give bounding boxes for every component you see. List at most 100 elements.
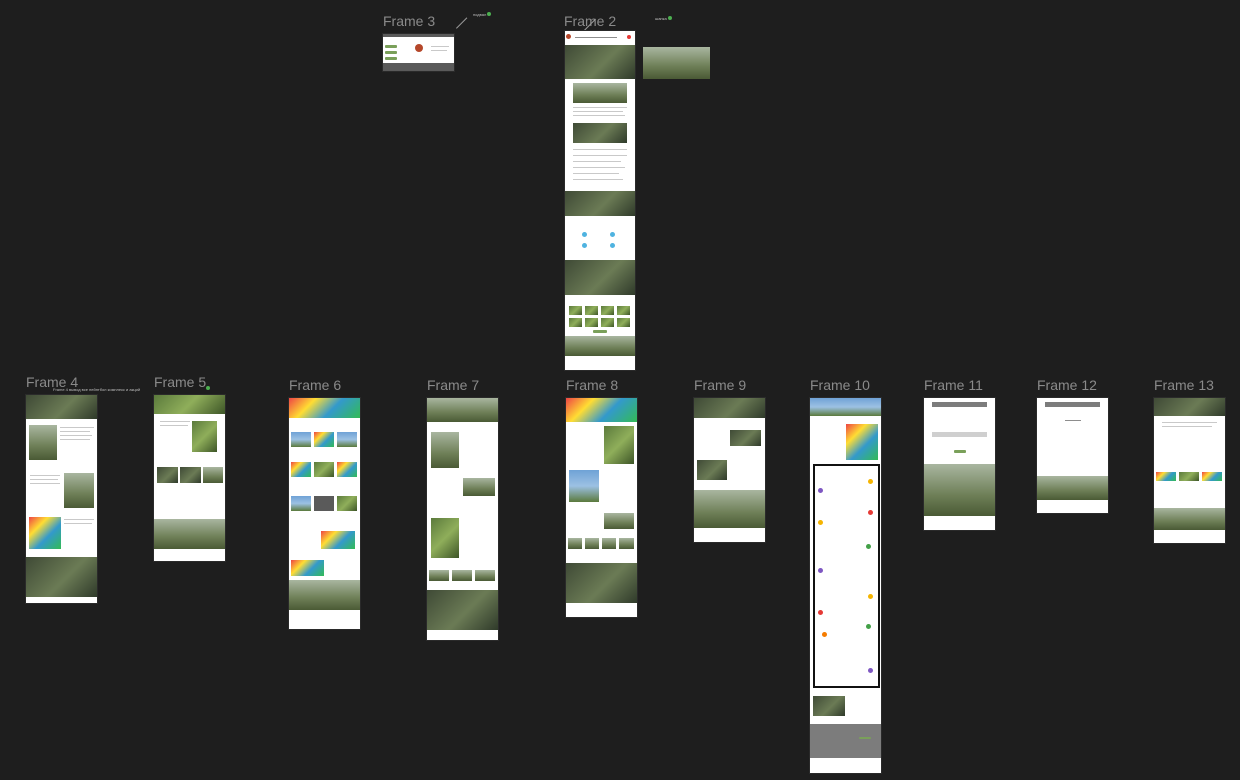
frame-label-3[interactable]: Frame 3 (383, 13, 436, 29)
gallery-thumb[interactable] (585, 538, 599, 549)
footer-image (565, 336, 635, 356)
gallery-thumb[interactable] (314, 432, 334, 447)
nav-menu[interactable] (575, 37, 617, 38)
banner-image (565, 191, 635, 216)
gallery-thumb[interactable] (568, 538, 582, 549)
paint-splash-icon (866, 544, 871, 549)
content-image (64, 473, 94, 508)
paint-splash-icon (818, 610, 823, 615)
gallery-thumb[interactable] (617, 306, 630, 315)
frame-10[interactable] (810, 398, 881, 773)
form-field[interactable] (932, 432, 987, 437)
frame-4[interactable] (26, 395, 97, 603)
text-line (573, 167, 625, 168)
text-line (64, 523, 92, 524)
text-line (60, 435, 92, 436)
paint-splash-icon (868, 479, 873, 484)
header-bar (932, 402, 987, 407)
paint-splash-icon (868, 594, 873, 599)
content-image (569, 470, 599, 502)
content-image (604, 426, 634, 464)
frame-label-12[interactable]: Frame 12 (1037, 377, 1097, 393)
gallery-thumb[interactable] (291, 462, 311, 477)
gallery-thumb[interactable] (1202, 472, 1222, 481)
text-line (1162, 426, 1212, 427)
text-line (431, 50, 447, 51)
footer-button[interactable] (385, 51, 397, 54)
gallery-thumb[interactable] (452, 570, 472, 581)
frame-8[interactable] (566, 398, 637, 617)
gallery-thumb[interactable] (602, 538, 616, 549)
annotation-dot (487, 12, 491, 16)
frame-13[interactable] (1154, 398, 1225, 543)
annotation-leader (456, 17, 468, 29)
gallery-thumb[interactable] (314, 496, 334, 511)
gallery-thumb[interactable] (475, 570, 495, 581)
gallery-thumb[interactable] (601, 306, 614, 315)
more-button[interactable] (593, 330, 607, 333)
content-image (157, 467, 178, 483)
frame-label-10[interactable]: Frame 10 (810, 377, 870, 393)
map-image[interactable] (924, 464, 995, 516)
gallery-thumb[interactable] (429, 570, 449, 581)
text-line (160, 425, 188, 426)
footer-button[interactable] (859, 737, 871, 739)
gallery-thumb[interactable] (1156, 472, 1176, 481)
frame-2[interactable] (565, 31, 635, 370)
footer-button[interactable] (385, 57, 397, 60)
text-line (60, 439, 90, 440)
annotation-frame2: шапка (655, 16, 667, 21)
gallery-thumb[interactable] (291, 432, 311, 447)
gallery-thumb[interactable] (619, 538, 634, 549)
footer-topbar (383, 34, 454, 37)
logo-icon (415, 44, 423, 52)
gallery-thumb[interactable] (337, 462, 357, 477)
gallery-thumb[interactable] (337, 496, 357, 511)
frame-label-8[interactable]: Frame 8 (566, 377, 619, 393)
content-image (180, 467, 201, 483)
frame-3[interactable] (383, 34, 454, 71)
frame-label-4[interactable]: Frame 4 (26, 374, 79, 390)
gallery-thumb[interactable] (601, 318, 614, 327)
paint-splash-icon (868, 510, 873, 515)
gallery-thumb[interactable] (337, 432, 357, 447)
frame-9[interactable] (694, 398, 765, 542)
frame-label-2[interactable]: Frame 2 (564, 13, 617, 29)
text-line (60, 431, 90, 432)
frame-6[interactable] (289, 398, 360, 629)
paint-splash-icon (818, 520, 823, 525)
frame-label-9[interactable]: Frame 9 (694, 377, 747, 393)
feature-icon (582, 243, 587, 248)
footer-image (26, 557, 97, 597)
frame-12[interactable] (1037, 398, 1108, 513)
footer-block (810, 724, 881, 758)
submit-button[interactable] (954, 450, 966, 453)
text-line (30, 475, 60, 476)
content-image (29, 425, 57, 460)
gallery-thumb[interactable] (569, 318, 582, 327)
content-image (291, 560, 324, 576)
frame-11[interactable] (924, 398, 995, 530)
gallery-thumb[interactable] (617, 318, 630, 327)
gallery-thumb[interactable] (1179, 472, 1199, 481)
frame-7[interactable] (427, 398, 498, 640)
frame-label-11[interactable]: Frame 11 (924, 377, 983, 393)
gallery-thumb[interactable] (314, 462, 334, 477)
footer-button[interactable] (385, 45, 397, 48)
gallery-thumb[interactable] (569, 306, 582, 315)
text-line (160, 421, 190, 422)
gallery-thumb[interactable] (291, 496, 311, 511)
frame-5[interactable] (154, 395, 225, 561)
phone-icon[interactable] (627, 35, 631, 39)
detached-image[interactable] (643, 47, 710, 79)
gallery-thumb[interactable] (585, 318, 598, 327)
header-bar (1045, 402, 1100, 407)
gallery-thumb[interactable] (585, 306, 598, 315)
frame-label-6[interactable]: Frame 6 (289, 377, 342, 393)
content-image (573, 123, 627, 143)
frame-label-5[interactable]: Frame 5 (154, 374, 207, 390)
frame-label-13[interactable]: Frame 13 (1154, 377, 1214, 393)
text-line (573, 155, 627, 156)
text-line (60, 427, 94, 428)
frame-label-7[interactable]: Frame 7 (427, 377, 480, 393)
